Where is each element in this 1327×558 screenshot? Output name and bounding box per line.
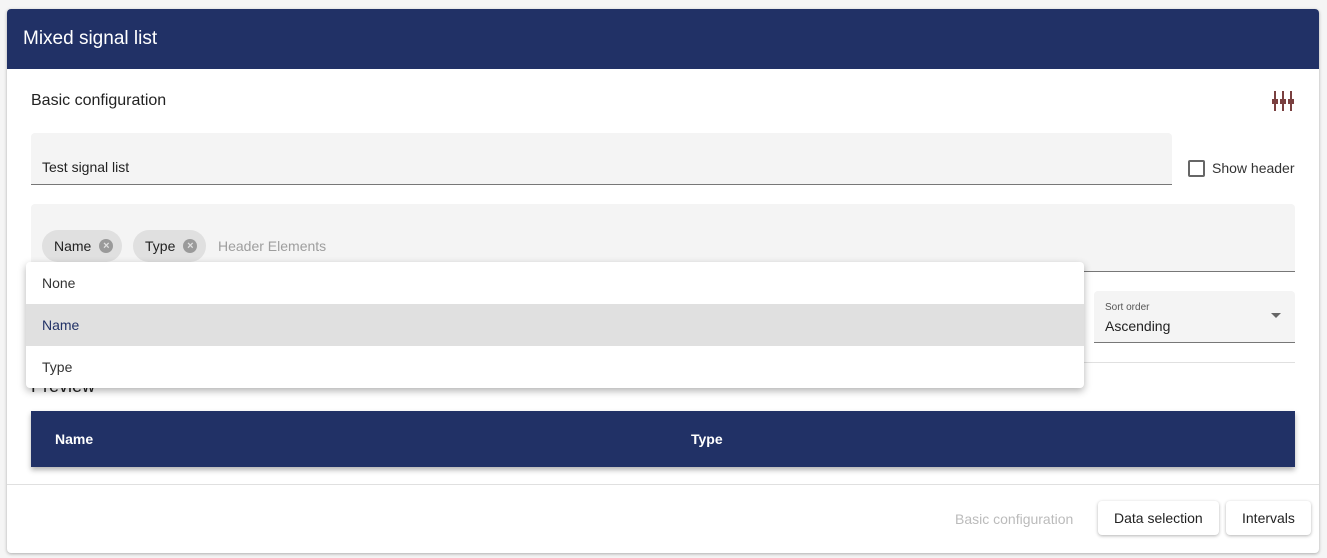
section-title: Basic configuration	[31, 92, 167, 109]
intervals-button[interactable]: Intervals	[1226, 501, 1311, 535]
remove-icon[interactable]: ×	[99, 239, 114, 253]
sort-order-value: Ascending	[1105, 318, 1171, 334]
data-selection-button[interactable]: Data selection	[1098, 501, 1219, 535]
header-elements-placeholder: Header Elements	[218, 238, 327, 254]
remove-icon[interactable]: ×	[183, 239, 198, 253]
chip-label: Name	[54, 238, 92, 254]
dialog-title: Mixed signal list	[7, 9, 1319, 69]
step-basic-configuration: Basic configuration	[955, 511, 1074, 527]
list-name-input[interactable]: Test signal list	[31, 133, 1172, 185]
column-type: Type	[691, 431, 723, 447]
show-header-label: Show header	[1212, 160, 1295, 176]
list-name-value: Test signal list	[42, 159, 130, 175]
menu-item-name[interactable]: Name	[26, 304, 1084, 346]
sort-order-label: Sort order	[1105, 302, 1150, 313]
preview-table-header: Name Type	[31, 411, 1295, 467]
sort-order-select[interactable]: Sort order Ascending	[1094, 291, 1295, 343]
chip-type[interactable]: Type ×	[133, 230, 207, 262]
equalizer-icon[interactable]	[1271, 89, 1295, 113]
footer-divider	[7, 484, 1319, 485]
dropdown-menu: None Name Type	[26, 262, 1084, 388]
chevron-down-icon	[1271, 313, 1281, 318]
dialog: Mixed signal list Basic configuration Te…	[7, 9, 1319, 553]
show-header-checkbox[interactable]	[1188, 160, 1205, 177]
menu-item-type[interactable]: Type	[42, 359, 73, 375]
chip-label: Type	[145, 238, 176, 254]
column-name: Name	[55, 431, 94, 447]
header-elements-input[interactable]: Name × Type × Header Elements	[31, 204, 1295, 272]
menu-item-none[interactable]: None	[42, 275, 76, 291]
chip-name[interactable]: Name ×	[42, 230, 123, 262]
